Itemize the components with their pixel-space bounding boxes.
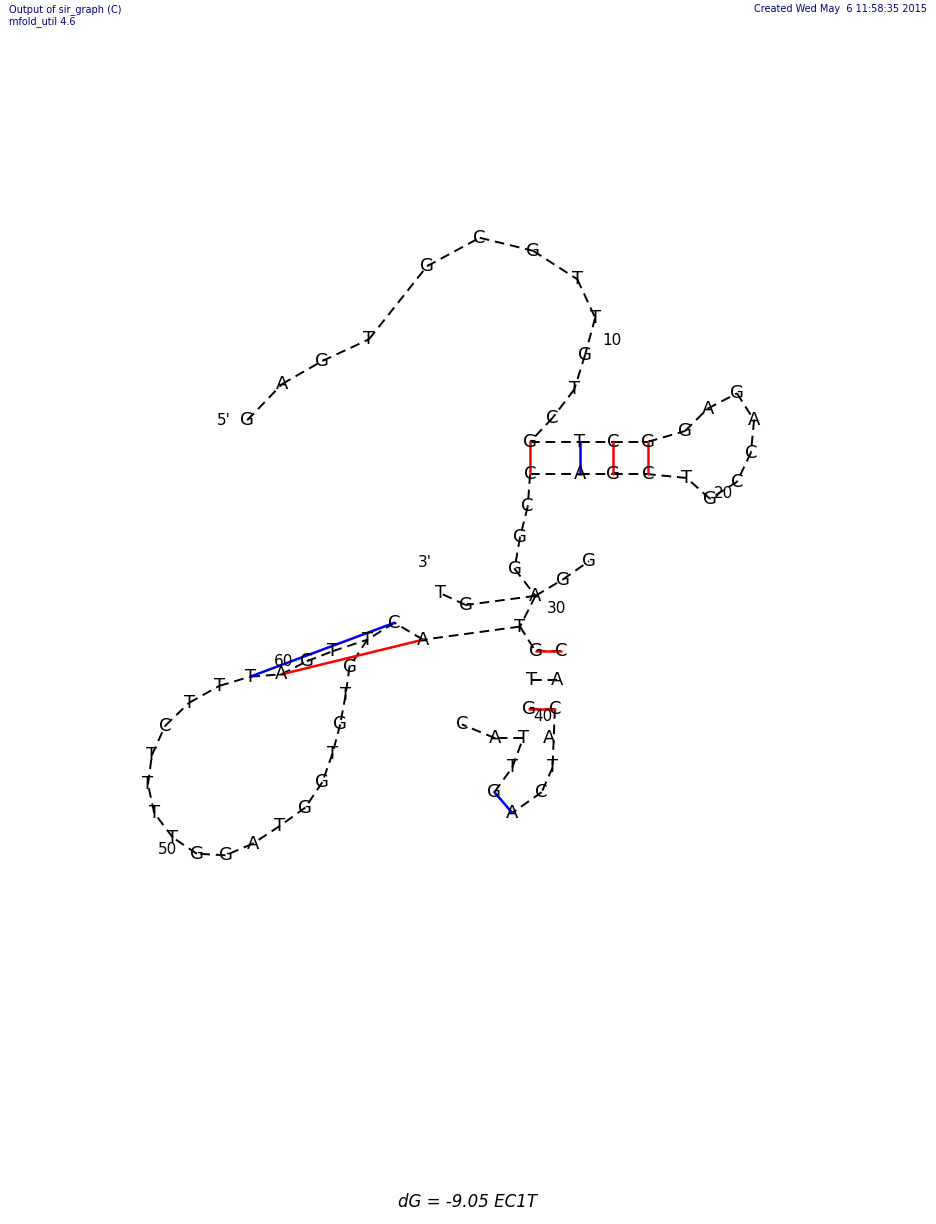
- Text: G: G: [513, 529, 527, 546]
- Text: A: A: [530, 586, 542, 605]
- Text: C: C: [607, 433, 620, 450]
- Text: C: C: [548, 700, 561, 718]
- Text: T: T: [361, 630, 373, 649]
- Text: G: G: [315, 774, 329, 791]
- Text: C: C: [535, 783, 548, 802]
- Text: G: G: [529, 643, 543, 660]
- Text: C: C: [731, 472, 743, 491]
- Text: T: T: [590, 308, 601, 327]
- Text: G: G: [730, 384, 744, 403]
- Text: T: T: [327, 744, 338, 763]
- Text: C: C: [547, 409, 559, 427]
- Text: A: A: [417, 630, 430, 649]
- Text: A: A: [506, 804, 519, 823]
- Text: T: T: [213, 677, 225, 695]
- Text: C: C: [555, 643, 567, 660]
- Text: A: A: [574, 465, 586, 483]
- Text: T: T: [435, 585, 446, 602]
- Text: G: G: [488, 783, 502, 802]
- Text: G: G: [582, 552, 596, 570]
- Text: C: C: [474, 229, 486, 247]
- Text: A: A: [543, 730, 555, 747]
- Text: G: G: [556, 570, 570, 589]
- Text: G: G: [315, 353, 329, 370]
- Text: G: G: [526, 242, 540, 259]
- Text: T: T: [274, 818, 285, 835]
- Text: G: G: [679, 422, 692, 439]
- Text: G: G: [343, 657, 357, 676]
- Text: G: G: [241, 411, 255, 430]
- Text: T: T: [569, 381, 579, 399]
- Text: T: T: [518, 730, 529, 747]
- Text: T: T: [327, 643, 338, 660]
- Text: G: G: [420, 257, 434, 275]
- Text: T: T: [515, 618, 525, 635]
- Text: Created Wed May  6 11:58:35 2015: Created Wed May 6 11:58:35 2015: [753, 4, 927, 13]
- Text: dG = -9.05 EC1T: dG = -9.05 EC1T: [399, 1193, 537, 1211]
- Text: 30: 30: [547, 601, 566, 617]
- Text: T: T: [572, 271, 583, 289]
- Text: 60: 60: [274, 654, 293, 668]
- Text: T: T: [526, 671, 537, 689]
- Text: G: G: [522, 700, 536, 718]
- Text: T: T: [146, 747, 157, 764]
- Text: G: G: [607, 465, 620, 483]
- Text: G: G: [523, 433, 537, 450]
- Text: 20: 20: [713, 486, 733, 501]
- Text: G: G: [703, 490, 717, 508]
- Text: T: T: [244, 667, 256, 685]
- Text: A: A: [276, 375, 288, 393]
- Text: T: T: [340, 687, 351, 704]
- Text: Output of sir_graph (C)
mfold_util 4.6: Output of sir_graph (C) mfold_util 4.6: [9, 4, 122, 27]
- Text: T: T: [183, 694, 195, 712]
- Text: A: A: [489, 730, 502, 747]
- Text: A: A: [701, 400, 714, 417]
- Text: G: G: [219, 846, 232, 864]
- Text: G: G: [299, 798, 313, 816]
- Text: T: T: [681, 469, 693, 487]
- Text: G: G: [641, 433, 655, 450]
- Text: C: C: [456, 715, 468, 733]
- Text: 5': 5': [217, 412, 231, 427]
- Text: C: C: [641, 465, 654, 483]
- Text: C: C: [524, 465, 536, 483]
- Text: G: G: [578, 345, 592, 364]
- Text: T: T: [142, 776, 154, 793]
- Text: C: C: [521, 497, 534, 515]
- Text: G: G: [333, 715, 347, 733]
- Text: G: G: [507, 559, 521, 578]
- Text: T: T: [168, 829, 179, 847]
- Text: T: T: [574, 433, 585, 450]
- Text: 40: 40: [534, 709, 553, 725]
- Text: C: C: [388, 613, 401, 632]
- Text: 50: 50: [158, 842, 177, 857]
- Text: T: T: [547, 759, 558, 776]
- Text: A: A: [246, 835, 259, 853]
- Text: T: T: [149, 804, 160, 823]
- Text: C: C: [159, 717, 171, 734]
- Text: T: T: [363, 330, 374, 349]
- Text: A: A: [551, 671, 563, 689]
- Text: 10: 10: [602, 333, 622, 349]
- Text: G: G: [459, 596, 473, 614]
- Text: G: G: [300, 652, 314, 671]
- Text: G: G: [190, 845, 204, 863]
- Text: T: T: [506, 759, 518, 776]
- Text: A: A: [748, 411, 760, 430]
- Text: 3': 3': [417, 556, 431, 570]
- Text: A: A: [275, 666, 287, 683]
- Text: C: C: [745, 443, 757, 461]
